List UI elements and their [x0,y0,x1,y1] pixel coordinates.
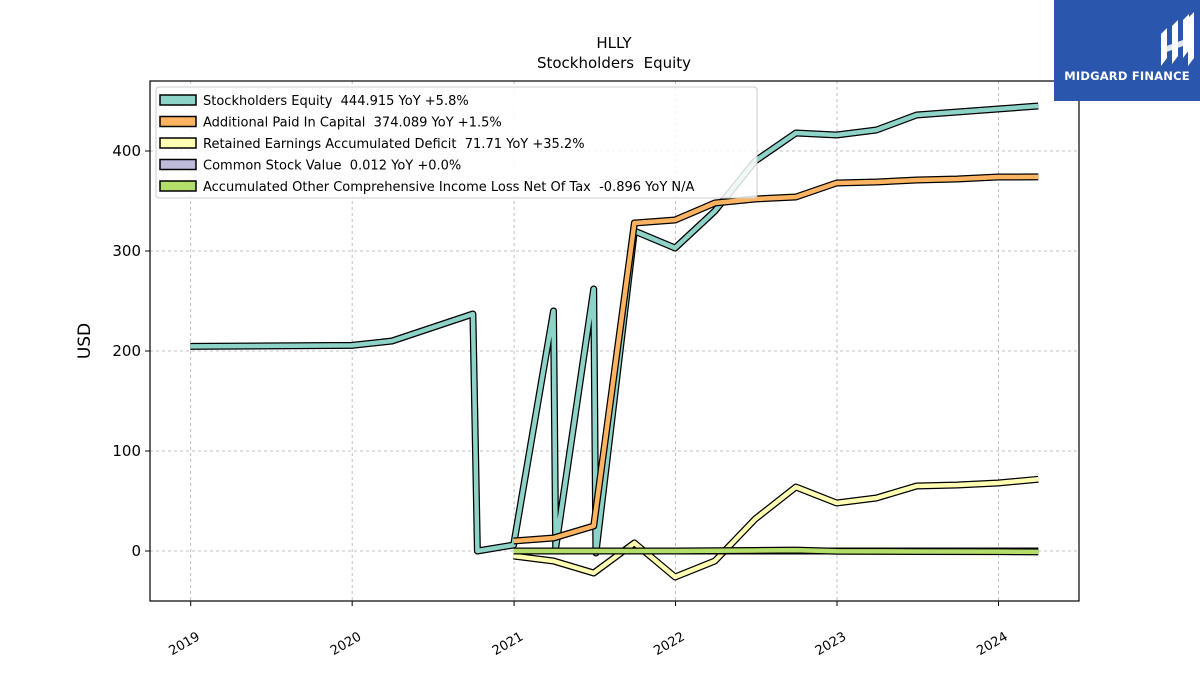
legend-item: Additional Paid In Capital 374.089 YoY +… [159,115,502,131]
x-tick-label: 2021 [490,629,526,659]
x-tick-label: 2020 [328,629,364,659]
y-axis-label: USD [75,323,95,359]
plot-frame [149,80,1080,602]
y-tick-label: 200 [112,342,141,360]
series-layer [190,102,1039,581]
series-line [513,475,1039,581]
legend-swatch [159,158,197,171]
y-axis-ticks: 0 100 200 300 400 [112,142,150,560]
legend: Stockholders Equity 444.915 YoY +5.8% Add… [155,86,758,199]
brand-name: MIDGARD FINANCE [1064,69,1190,83]
legend-item: Accumulated Other Comprehensive Income L… [159,180,694,195]
x-axis-ticks: 2019 2020 2021 2022 2023 2024 [167,601,1010,659]
legend-label: Stockholders Equity 444.915 YoY +5.8% [203,94,469,109]
legend-swatch [159,94,197,106]
legend-item: Retained Earnings Accumulated Deficit 71… [159,137,585,152]
series-line-stroke [513,174,1039,544]
legend-label: Common Stock Value 0.012 YoY +0.0% [203,159,461,174]
legend-swatch [159,115,197,128]
series-line [513,173,1039,545]
y-tick-label: 400 [112,142,141,160]
legend-swatch [159,137,197,149]
series-line [513,546,1039,556]
legend-item: Common Stock Value 0.012 YoY +0.0% [159,158,461,174]
y-tick-label: 300 [112,242,141,260]
brand-mark-icon [1161,12,1194,66]
legend-swatch [159,180,197,192]
series-line-stroke [513,477,1039,580]
x-tick-label: 2019 [167,629,203,659]
brand-logo: MIDGARD FINANCE [1054,0,1200,101]
legend-box [155,86,758,199]
legend-label: Accumulated Other Comprehensive Income L… [203,180,694,195]
legend-item: Stockholders Equity 444.915 YoY +5.8% [159,94,469,109]
legend-label: Retained Earnings Accumulated Deficit 71… [203,137,585,152]
chart-title: HLLY [596,34,632,52]
series-line-stroke [513,547,1039,555]
x-tick-label: 2022 [651,629,687,659]
x-tick-label: 2023 [813,629,849,659]
chart-subtitle: Stockholders Equity [537,54,691,72]
x-tick-label: 2024 [974,629,1010,659]
y-tick-label: 100 [112,442,141,460]
legend-label: Additional Paid In Capital 374.089 YoY +… [203,116,502,131]
y-tick-label: 0 [131,542,141,560]
